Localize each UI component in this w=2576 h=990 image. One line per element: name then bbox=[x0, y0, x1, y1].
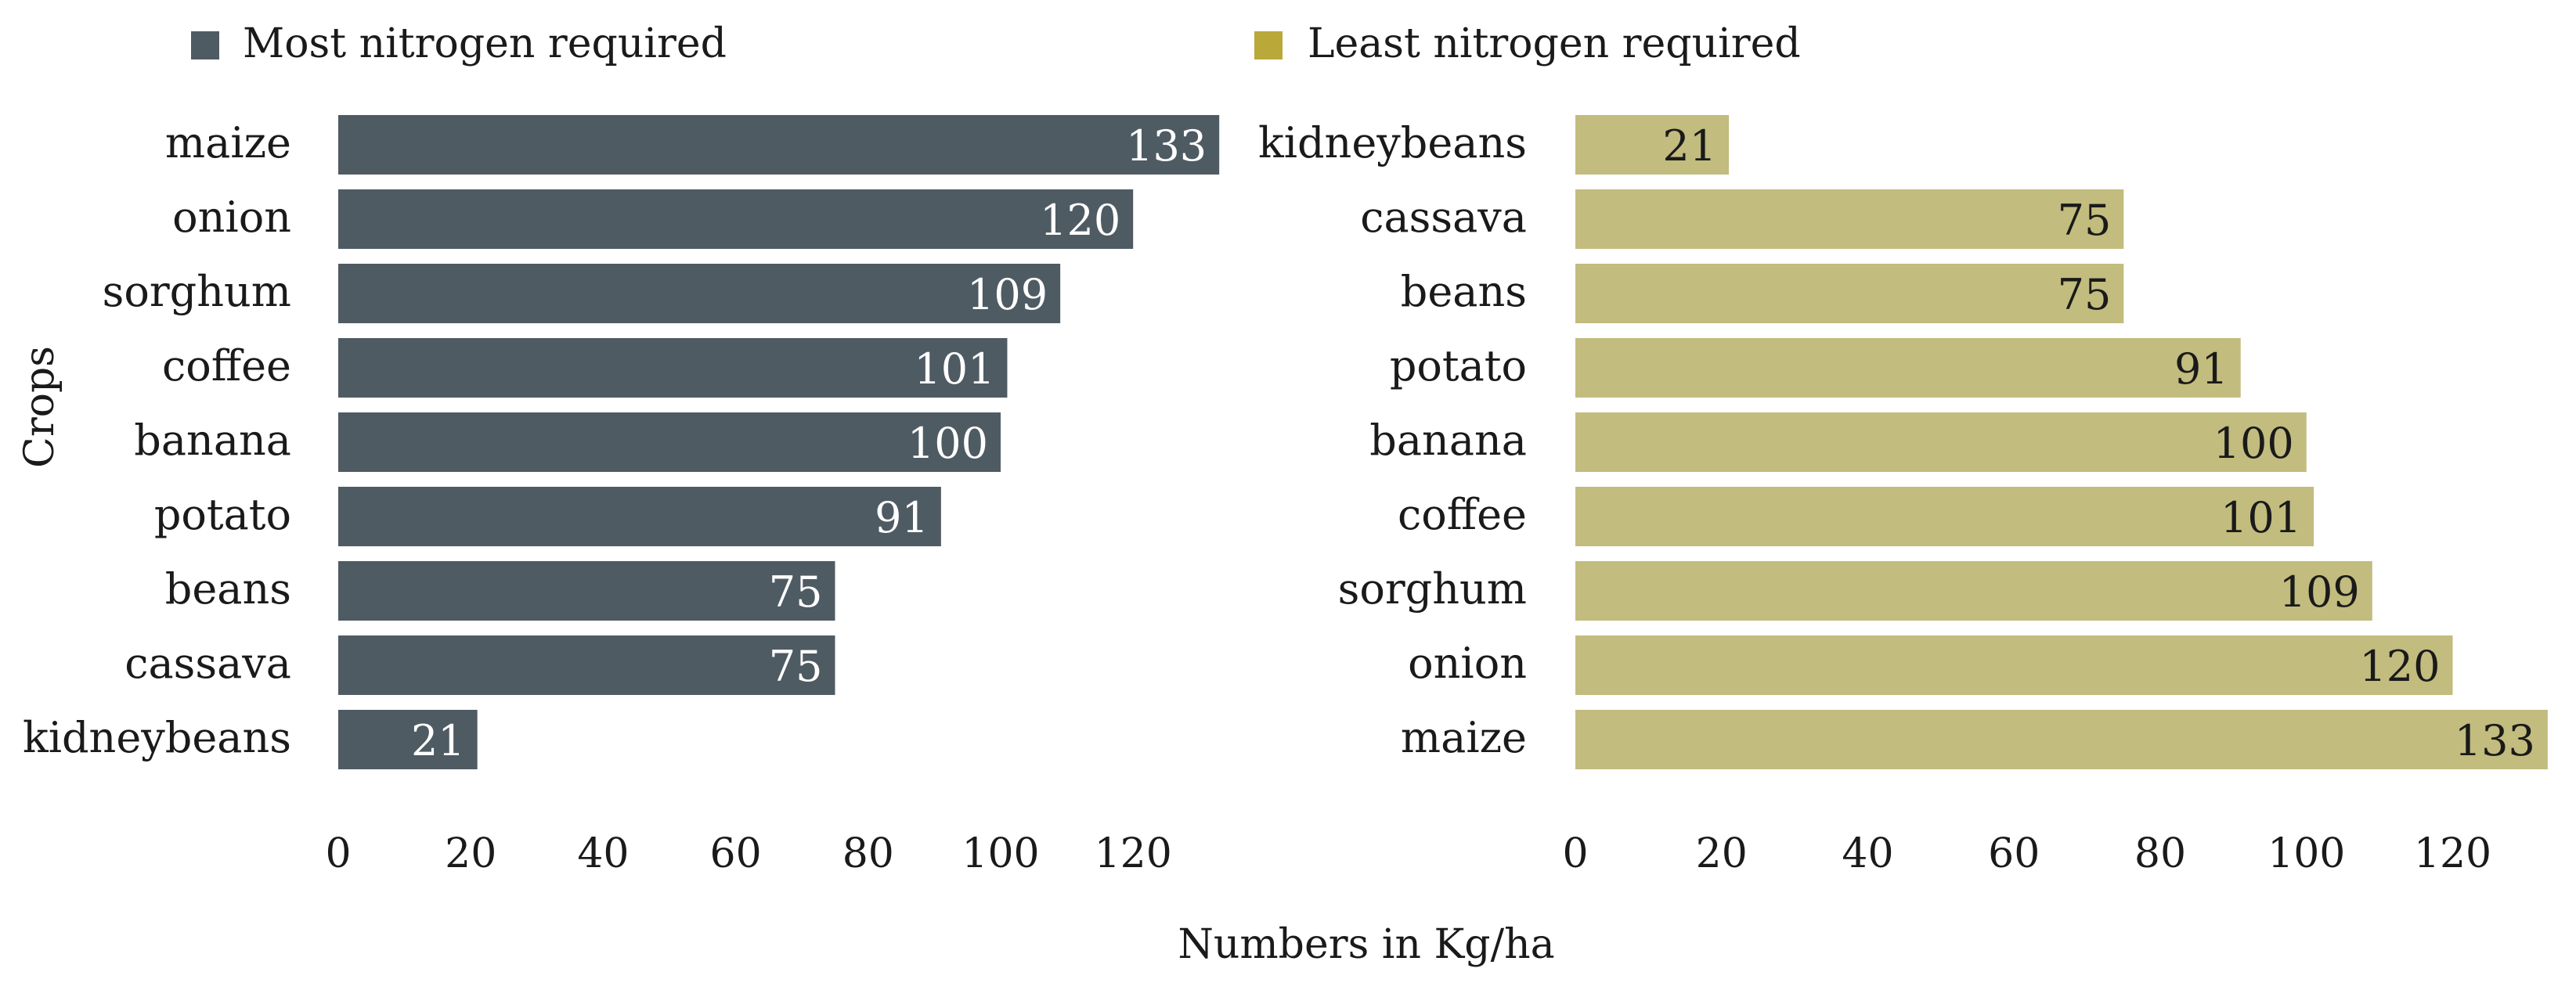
left-x-tick-40: 40 bbox=[577, 830, 629, 877]
right-x-tick-20: 20 bbox=[1696, 830, 1748, 877]
right-category-label-potato: potato bbox=[1390, 341, 1527, 391]
right-data-label-coffee: 101 bbox=[2221, 493, 2301, 542]
left-bar-banana bbox=[338, 412, 1001, 472]
right-bar-coffee bbox=[1575, 487, 2314, 546]
left-category-label-beans: beans bbox=[165, 564, 291, 614]
left-legend-swatch bbox=[191, 31, 219, 59]
left-bar-maize bbox=[338, 115, 1220, 175]
right-data-label-potato: 91 bbox=[2174, 344, 2228, 394]
right-bar-banana bbox=[1575, 412, 2307, 472]
right-data-label-sorghum: 109 bbox=[2279, 567, 2360, 617]
left-bar-onion bbox=[338, 189, 1134, 249]
right-x-tick-80: 80 bbox=[2134, 830, 2186, 877]
left-data-label-potato: 91 bbox=[875, 493, 929, 542]
left-x-tick-120: 120 bbox=[1095, 830, 1172, 877]
left-bar-sorghum bbox=[338, 264, 1061, 323]
left-bar-beans bbox=[338, 561, 835, 621]
left-data-label-maize: 133 bbox=[1126, 121, 1207, 171]
left-data-label-sorghum: 109 bbox=[967, 270, 1048, 319]
right-bar-cassava bbox=[1575, 189, 2124, 249]
right-data-label-banana: 100 bbox=[2213, 419, 2294, 468]
right-x-tick-0: 0 bbox=[1562, 830, 1588, 877]
right-bar-sorghum bbox=[1575, 561, 2372, 621]
left-data-label-banana: 100 bbox=[907, 419, 988, 468]
right-category-label-cassava: cassava bbox=[1360, 193, 1527, 242]
right-category-label-banana: banana bbox=[1369, 416, 1527, 465]
left-bar-kidneybeans bbox=[338, 710, 478, 769]
left-data-label-onion: 120 bbox=[1040, 196, 1120, 245]
left-category-label-maize: maize bbox=[165, 118, 291, 167]
right-category-label-sorghum: sorghum bbox=[1338, 564, 1527, 614]
left-category-label-banana: banana bbox=[134, 416, 291, 465]
left-category-label-kidneybeans: kidneybeans bbox=[23, 713, 291, 762]
left-data-label-cassava: 75 bbox=[769, 642, 823, 691]
left-x-tick-20: 20 bbox=[445, 830, 496, 877]
right-category-label-onion: onion bbox=[1408, 639, 1527, 688]
left-data-label-coffee: 101 bbox=[914, 344, 994, 394]
right-x-tick-40: 40 bbox=[1842, 830, 1893, 877]
right-category-label-beans: beans bbox=[1401, 267, 1527, 316]
right-bar-onion bbox=[1575, 635, 2453, 695]
left-category-label-onion: onion bbox=[172, 193, 291, 242]
right-data-label-onion: 120 bbox=[2359, 642, 2440, 691]
left-category-label-sorghum: sorghum bbox=[103, 267, 291, 316]
left-legend-label: Most nitrogen required bbox=[243, 20, 727, 67]
right-bar-potato bbox=[1575, 338, 2241, 398]
right-x-tick-120: 120 bbox=[2414, 830, 2491, 877]
right-category-label-coffee: coffee bbox=[1398, 490, 1527, 539]
left-category-label-cassava: cassava bbox=[124, 639, 291, 688]
left-data-label-kidneybeans: 21 bbox=[411, 716, 465, 765]
left-x-tick-100: 100 bbox=[961, 830, 1039, 877]
left-bar-potato bbox=[338, 487, 941, 546]
x-axis-label: Numbers in Kg/ha bbox=[1178, 921, 1554, 968]
right-x-tick-60: 60 bbox=[1988, 830, 2040, 877]
right-data-label-kidneybeans: 21 bbox=[1662, 121, 1716, 171]
left-x-tick-60: 60 bbox=[710, 830, 762, 877]
right-bar-kidneybeans bbox=[1575, 115, 1730, 175]
right-bar-beans bbox=[1575, 264, 2124, 323]
right-x-tick-100: 100 bbox=[2268, 830, 2345, 877]
left-category-label-coffee: coffee bbox=[162, 341, 291, 391]
right-legend-label: Least nitrogen required bbox=[1308, 20, 1801, 67]
right-category-label-maize: maize bbox=[1401, 713, 1527, 762]
left-x-tick-0: 0 bbox=[325, 830, 351, 877]
right-data-label-maize: 133 bbox=[2455, 716, 2535, 765]
y-axis-label: Crops bbox=[16, 346, 63, 468]
left-category-label-potato: potato bbox=[154, 490, 291, 539]
left-bar-coffee bbox=[338, 338, 1008, 398]
right-category-label-kidneybeans: kidneybeans bbox=[1258, 118, 1527, 167]
right-data-label-beans: 75 bbox=[2058, 270, 2112, 319]
left-bar-cassava bbox=[338, 635, 835, 695]
left-data-label-beans: 75 bbox=[769, 567, 823, 617]
right-data-label-cassava: 75 bbox=[2058, 196, 2112, 245]
right-bar-maize bbox=[1575, 710, 2548, 769]
right-legend-swatch bbox=[1254, 31, 1283, 59]
left-x-tick-80: 80 bbox=[842, 830, 894, 877]
